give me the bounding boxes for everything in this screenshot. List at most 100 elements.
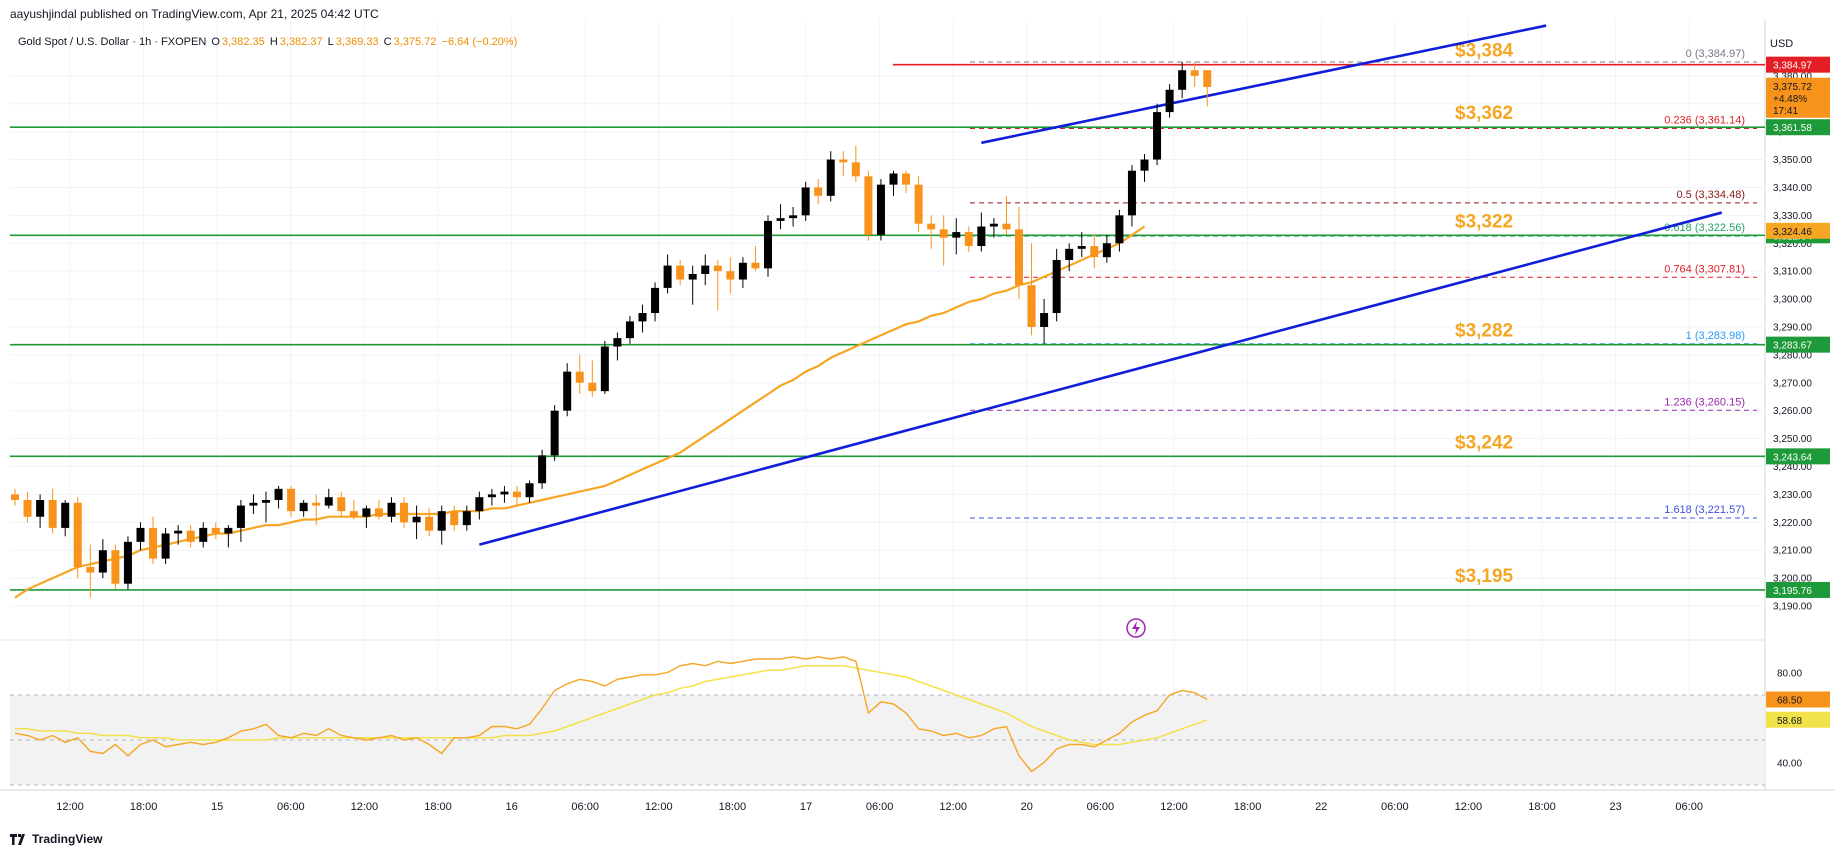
candle-body — [374, 508, 383, 517]
candle-body — [1140, 159, 1149, 171]
rsi-value-text: 68.50 — [1777, 696, 1802, 707]
candle-body — [1165, 89, 1174, 113]
x-tick-label: 20 — [1021, 801, 1033, 813]
level-label: $3,322 — [1455, 211, 1513, 232]
candle-body — [412, 516, 421, 523]
open-value: 3,382.35 — [221, 36, 265, 48]
candle-body — [437, 511, 446, 531]
axis-level-text: 3,195.76 — [1773, 586, 1812, 597]
x-tick-label: 12:00 — [351, 801, 379, 813]
candle-body — [1102, 243, 1111, 258]
x-tick-label: 12:00 — [1160, 801, 1188, 813]
current-price-text: 17:41 — [1773, 106, 1798, 117]
x-tick-label: 12:00 — [939, 801, 967, 813]
fib-label: 0.5 (3,334.48) — [1677, 189, 1746, 201]
candle-body — [1065, 248, 1074, 260]
y-tick-label: 3,300.00 — [1773, 295, 1812, 306]
publisher-line: aayushjindal published on TradingView.co… — [10, 7, 379, 21]
candle-body — [450, 511, 459, 526]
level-label: $3,384 — [1455, 41, 1514, 62]
y-tick-label: 3,230.00 — [1773, 490, 1812, 501]
axis-level-tag — [1766, 448, 1830, 465]
y-tick-label: 3,250.00 — [1773, 434, 1812, 445]
x-tick-label: 23 — [1609, 801, 1621, 813]
x-tick-label: 17 — [800, 801, 812, 813]
candle-body — [814, 187, 823, 196]
y-tick-label: 3,210.00 — [1773, 546, 1812, 557]
candle-body — [136, 527, 145, 542]
candle-body — [676, 265, 685, 280]
current-price-text: 3,375.72 — [1773, 82, 1812, 93]
candle-body — [61, 502, 70, 528]
currency-label[interactable]: USD — [1770, 38, 1794, 50]
candle-body — [1090, 246, 1099, 258]
axis-level-tag — [1766, 581, 1830, 598]
axis-level-tag — [1766, 119, 1830, 136]
candle-body — [688, 273, 697, 280]
candle-body — [287, 488, 296, 512]
candle-body — [550, 410, 559, 456]
x-tick-label: 12:00 — [1455, 801, 1483, 813]
axis-level-text: 3,384.97 — [1773, 61, 1812, 72]
candle-body — [1190, 70, 1199, 76]
x-tick-label: 06:00 — [1087, 801, 1115, 813]
candle-body — [98, 550, 107, 573]
candle-body — [914, 184, 923, 224]
fib-label: 0 (3,384.97) — [1686, 48, 1745, 60]
x-tick-label: 18:00 — [424, 801, 452, 813]
candle-body — [186, 530, 195, 542]
x-tick-label: 16 — [505, 801, 517, 813]
axis-level-tag — [1766, 336, 1830, 353]
lightning-icon-bolt — [1132, 621, 1140, 635]
y-tick-label: 3,330.00 — [1773, 211, 1812, 222]
fibonacci-levels: 0 (3,384.97) 0.236 (3,361.14) 0.5 (3,334.4… — [970, 48, 1757, 519]
candle-body — [387, 502, 396, 517]
tradingview-logo[interactable]: TradingView — [10, 832, 102, 846]
candle-body — [86, 566, 95, 573]
candle-body — [1127, 170, 1136, 216]
tradingview-brand: TradingView — [32, 832, 103, 846]
y-tick-label: 3,350.00 — [1773, 155, 1812, 166]
x-tick-label: 12:00 — [645, 801, 673, 813]
candle-body — [952, 232, 961, 238]
candle-body — [600, 346, 609, 392]
rsi-band — [10, 695, 1765, 785]
open-label: O — [211, 36, 220, 48]
axis-ma-text: 3,324.46 — [1773, 227, 1812, 238]
fib-label: 1 (3,283.98) — [1686, 330, 1745, 342]
x-tick-label: 18:00 — [1234, 801, 1262, 813]
candle-body — [751, 262, 760, 269]
lower-trendline — [479, 211, 1723, 546]
x-tick-label: 22 — [1315, 801, 1327, 813]
rsi-value-tag — [1766, 691, 1830, 708]
y-tick-label: 3,340.00 — [1773, 183, 1812, 194]
x-tick-label: 18:00 — [719, 801, 747, 813]
candle-body — [1178, 70, 1187, 90]
candle-body — [764, 220, 772, 269]
candle-body — [1115, 215, 1124, 244]
rsi-signal-tag — [1766, 711, 1830, 728]
candle-body — [425, 516, 434, 531]
candle-body — [262, 500, 270, 503]
x-tick-label: 06:00 — [1675, 801, 1703, 813]
candle-body — [889, 173, 898, 185]
symbol-name[interactable]: Gold Spot / U.S. Dollar · 1h · FXOPEN — [18, 36, 207, 48]
axis-level-text: 3,361.58 — [1773, 123, 1812, 134]
y-tick-label: 3,280.00 — [1773, 350, 1812, 361]
low-value: 3,369.33 — [335, 36, 379, 48]
tradingview-logo-icon — [10, 833, 25, 845]
current-price-box — [1766, 77, 1830, 118]
candle-body — [161, 533, 170, 559]
x-tick-label: 06:00 — [866, 801, 894, 813]
candle-body — [312, 502, 321, 506]
candle-body — [1052, 260, 1061, 314]
level-label: $3,362 — [1455, 103, 1513, 124]
candle-body — [48, 500, 57, 528]
candle-body — [487, 494, 496, 498]
candle-body — [362, 508, 371, 517]
candle-body — [36, 500, 45, 517]
candle-body — [939, 229, 948, 238]
candle-body — [337, 497, 346, 512]
